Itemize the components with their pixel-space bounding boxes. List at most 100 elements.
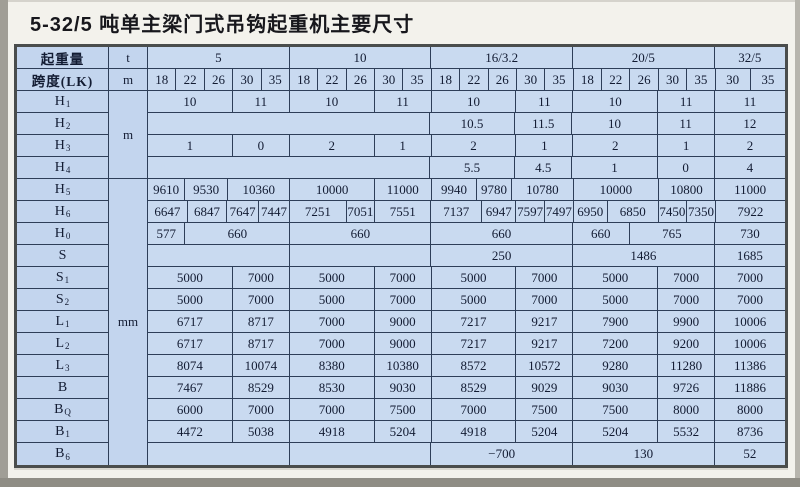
data-row-B1: 4472 5038 4918 5204 4918 5204 5204 5532 8736 — [148, 421, 785, 443]
cell: 10 — [148, 91, 233, 112]
cell: 7000 — [658, 289, 716, 310]
cell: 30 — [233, 69, 262, 90]
cell: 5204 — [573, 421, 659, 442]
data-row-L2: 6717 8717 7000 9000 7217 9217 7200 9200 10006 — [148, 333, 785, 355]
cell: 10000 — [290, 179, 375, 200]
cell: 10006 — [733, 335, 767, 351]
cell: 7350 — [687, 201, 716, 222]
row-label-main: S — [58, 247, 67, 263]
cell: 2 — [573, 135, 659, 156]
cell: 5000 — [148, 289, 233, 310]
scan-edge-top — [0, 0, 800, 2]
row-label-subscript: 5 — [65, 187, 71, 197]
row-label-S: S — [17, 245, 108, 267]
row-label-main: B — [55, 446, 65, 461]
cell: 10360 — [228, 179, 291, 200]
cell: 5000 — [573, 289, 659, 310]
cell: 7200 — [573, 333, 659, 354]
cell: 10800 — [659, 179, 716, 200]
row-label-main: B — [54, 401, 64, 417]
row-label-main: H — [54, 181, 65, 197]
cell: 22 — [460, 69, 489, 90]
cell: 30 — [375, 69, 404, 90]
row-label-subscript: 2 — [64, 297, 70, 307]
cell: 1 — [572, 157, 658, 178]
row-label-main: S — [55, 291, 64, 307]
data-row-S1: 5000 7000 5000 7000 5000 7000 5000 7000 7000 — [148, 267, 785, 289]
cell: 18 — [574, 69, 602, 90]
row-label-main: H — [54, 93, 65, 109]
cell: 9000 — [375, 333, 432, 354]
cell: 9200 — [658, 333, 716, 354]
cell: 8717 — [233, 311, 290, 332]
unit-t: t — [109, 47, 147, 69]
cell: 8717 — [233, 333, 290, 354]
cell: 9726 — [658, 377, 716, 398]
cell: 2 — [290, 135, 375, 156]
cell: 11000 — [734, 181, 767, 197]
cell: 7000 — [737, 269, 763, 285]
dimensions-table: 起重量 跨度(LK) H 1 H 2 H 3 H 4 H 5 H 6 H 0 S S 1 S 2 L 1 L 2 L 3 B B Q B 1 B… — [14, 44, 788, 468]
cell: 10.5 — [430, 113, 516, 134]
page-title: 5-32/5 吨单主梁门式吊钩起重机主要尺寸 — [30, 14, 415, 36]
data-row-H1: 10 11 10 11 10 11 10 11 11 — [148, 91, 785, 113]
cell: 6647 — [148, 201, 188, 222]
cell: 18 — [432, 69, 461, 90]
data-row-H2: 10.5 11.5 10 11 12 — [148, 113, 785, 135]
cell: 7000 — [290, 311, 375, 332]
cell: 20/5 — [573, 47, 715, 68]
cell: 7497 — [545, 201, 574, 222]
capacity-header-row: 5 10 16/3.2 20/5 32/5 — [148, 47, 785, 69]
cell: 11 — [233, 91, 290, 112]
cell: 7000 — [290, 399, 375, 420]
cell: 7000 — [375, 289, 432, 310]
cell: 32/5 — [738, 49, 762, 65]
cell: 5532 — [658, 421, 716, 442]
cell: 5 — [148, 47, 290, 68]
cell: 8529 — [432, 377, 517, 398]
cell: 5000 — [573, 267, 659, 288]
header-label-capacity: 起重量 — [17, 47, 108, 69]
data-row-H0: 577 660 660 660 660 765 730 — [148, 223, 785, 245]
cell: 12 — [743, 115, 757, 131]
cell: 7000 — [375, 267, 432, 288]
unit-m: m — [109, 91, 147, 179]
cell: 9900 — [658, 311, 716, 332]
cell: 7000 — [432, 399, 517, 420]
row-label-subscript: 2 — [65, 341, 70, 351]
cell: 7500 — [516, 399, 574, 420]
cell: 30 — [716, 69, 751, 90]
cell: 9780 — [477, 179, 512, 200]
cell: 7000 — [737, 291, 763, 307]
cell: 7000 — [658, 267, 716, 288]
row-label-main: B — [55, 423, 65, 439]
cell: 10572 — [516, 355, 574, 376]
data-row-S: 250 1486 1685 — [148, 245, 785, 267]
cell: 4918 — [432, 421, 517, 442]
cell: 11886 — [733, 379, 767, 395]
cell: 5000 — [432, 289, 517, 310]
row-label-main: L — [55, 313, 65, 329]
cell: 0 — [233, 135, 290, 156]
cell: 7000 — [516, 289, 574, 310]
cell: 130 — [573, 443, 715, 465]
cell: 18 — [290, 69, 319, 90]
cell: 577 — [148, 223, 186, 244]
row-label-subscript: 6 — [65, 452, 70, 462]
data-row-BQ: 6000 7000 7000 7500 7000 7500 7500 8000 8000 — [148, 399, 785, 421]
cell: 11000 — [375, 179, 432, 200]
cell: 11 — [375, 91, 432, 112]
row-label-main: H — [54, 115, 65, 131]
cell: 8572 — [432, 355, 517, 376]
cell: 11 — [743, 93, 757, 109]
row-label-subscript: 4 — [65, 165, 71, 175]
cell: 1 — [375, 135, 432, 156]
row-label-subscript: 0 — [65, 231, 71, 241]
